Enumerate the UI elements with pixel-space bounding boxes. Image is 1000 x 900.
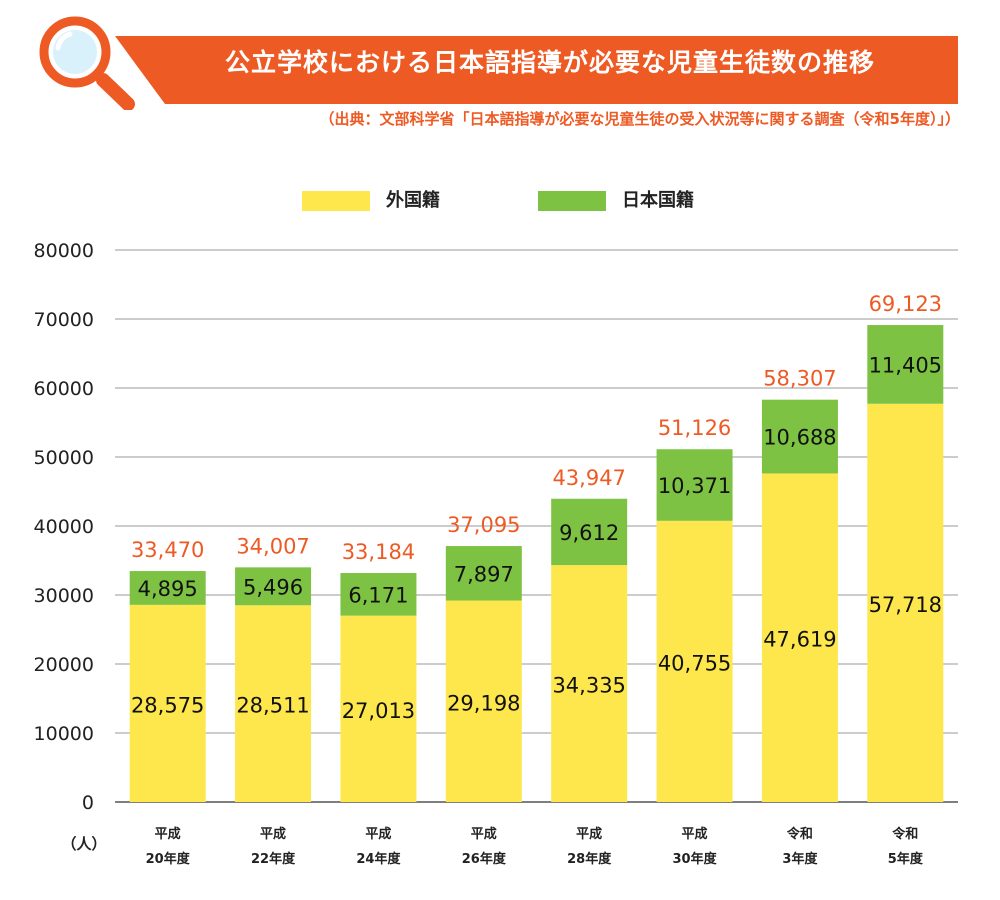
data-label-japanese: 5,496 xyxy=(243,575,303,599)
magnifier-icon xyxy=(39,16,135,110)
bar-segment-japanese xyxy=(551,498,628,566)
y-tick-label: 40000 xyxy=(34,516,94,538)
x-tick-label-year: 20年度 xyxy=(146,851,191,867)
source-note: （出典：文部科学省「日本語指導が必要な児童生徒の受入状況等に関する調査（令和5年… xyxy=(319,110,960,128)
data-label-total: 34,007 xyxy=(236,534,309,558)
chart-title: 公立学校における日本語指導が必要な児童生徒数の推移 xyxy=(224,48,875,77)
y-tick-label: 30000 xyxy=(34,585,94,607)
data-label-foreign: 28,575 xyxy=(131,693,204,717)
x-tick-label-year: 3年度 xyxy=(782,851,818,867)
x-tick-label-era: 令和 xyxy=(892,826,918,842)
data-label-japanese: 4,895 xyxy=(138,577,198,601)
data-label-japanese: 11,405 xyxy=(869,353,942,377)
bar-segment-foreign xyxy=(761,473,838,802)
data-label-foreign: 29,198 xyxy=(447,691,520,715)
data-label-japanese: 9,612 xyxy=(559,521,619,545)
data-label-total: 58,307 xyxy=(763,367,836,391)
y-tick-label: 0 xyxy=(82,792,94,814)
legend-label-foreign: 外国籍 xyxy=(386,190,440,211)
bar-segment-foreign xyxy=(551,565,628,802)
bar-segment-foreign xyxy=(235,605,312,802)
legend-swatch-japanese xyxy=(538,191,606,211)
y-tick-label: 70000 xyxy=(34,309,94,331)
data-label-total: 37,095 xyxy=(447,513,520,537)
x-tick-label-year: 30年度 xyxy=(673,851,718,867)
bar-segment-japanese xyxy=(235,567,312,606)
data-label-foreign: 28,511 xyxy=(236,694,309,718)
x-tick-label-year: 28年度 xyxy=(567,851,612,867)
y-tick-label: 80000 xyxy=(34,240,94,262)
data-label-total: 69,123 xyxy=(869,292,942,316)
y-tick-label: 20000 xyxy=(34,654,94,676)
data-label-japanese: 7,897 xyxy=(454,562,514,586)
bar-segment-foreign xyxy=(129,604,206,802)
bar-segment-japanese xyxy=(445,546,522,601)
data-label-japanese: 10,688 xyxy=(763,426,836,450)
x-tick-label-era: 平成 xyxy=(471,826,497,842)
x-tick-label-year: 22年度 xyxy=(251,851,296,867)
banner-background xyxy=(115,36,958,104)
x-tick-label-year: 5年度 xyxy=(888,851,924,867)
data-label-total: 33,184 xyxy=(342,540,415,564)
bar-segment-japanese xyxy=(656,449,733,521)
legend-swatch-foreign xyxy=(302,191,370,211)
bar-segment-japanese xyxy=(867,325,944,404)
x-tick-label-era: 平成 xyxy=(576,826,602,842)
y-tick-label: 60000 xyxy=(34,378,94,400)
data-label-foreign: 34,335 xyxy=(552,674,625,698)
y-unit-label: （人） xyxy=(61,835,106,853)
data-label-japanese: 10,371 xyxy=(658,474,731,498)
bar-segment-japanese xyxy=(340,573,417,616)
legend-label-japanese: 日本国籍 xyxy=(622,190,694,211)
data-label-foreign: 57,718 xyxy=(869,593,942,617)
data-label-japanese: 6,171 xyxy=(348,583,408,607)
data-label-total: 43,947 xyxy=(552,466,625,490)
data-label-foreign: 27,013 xyxy=(342,699,415,723)
data-label-foreign: 40,755 xyxy=(658,651,731,675)
legend: 外国籍 日本国籍 xyxy=(0,188,1000,218)
bar-segment-japanese xyxy=(129,571,206,605)
bar-segment-foreign xyxy=(340,615,417,802)
y-tick-label: 50000 xyxy=(34,447,94,469)
data-label-foreign: 47,619 xyxy=(763,628,836,652)
data-label-total: 51,126 xyxy=(658,416,731,440)
x-tick-label-year: 24年度 xyxy=(356,851,401,867)
bar-segment-foreign xyxy=(867,403,944,802)
x-tick-label-year: 26年度 xyxy=(462,851,507,867)
bar-segment-foreign xyxy=(656,520,733,802)
x-tick-label-era: 平成 xyxy=(682,826,708,842)
x-tick-label-era: 平成 xyxy=(260,826,286,842)
bar-segment-foreign xyxy=(445,600,522,802)
data-label-total: 33,470 xyxy=(131,538,204,562)
y-tick-label: 10000 xyxy=(34,723,94,745)
x-tick-label-era: 平成 xyxy=(365,826,391,842)
x-tick-label-era: 平成 xyxy=(155,826,181,842)
bar-segment-japanese xyxy=(761,399,838,474)
x-tick-label-era: 令和 xyxy=(787,826,813,842)
title-banner xyxy=(39,16,958,110)
